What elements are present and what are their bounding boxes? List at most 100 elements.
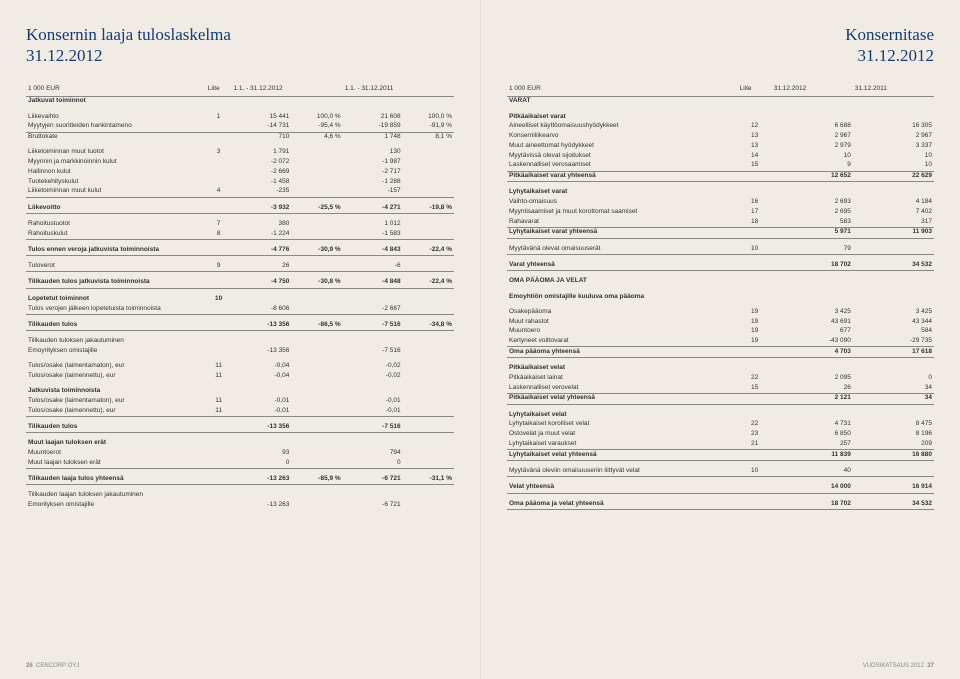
table-row: Tulos/osake (laimennettu), eur11-0,01-0,…	[26, 406, 454, 416]
row-note: 4	[206, 187, 232, 197]
table-row: Lyhytaikaiset varat yhteensä5 97111 903	[507, 227, 934, 238]
row-p1	[291, 485, 342, 501]
row-v1: 2 693	[772, 198, 853, 208]
row-note	[206, 158, 232, 168]
row-v2: -0,01	[343, 396, 403, 406]
row-v1: 2 967	[772, 132, 853, 142]
table-row: Laskennalliset verosaamiset15910	[507, 161, 934, 171]
row-v1: -0,01	[231, 396, 291, 406]
table-row: Emorityksen omistajille-13 263-6 721	[26, 501, 454, 511]
left-company: CENCORP OYJ	[36, 663, 79, 669]
row-label: Muut laajan tuloksen erät	[26, 458, 206, 468]
row-note	[206, 96, 232, 106]
row-v2	[343, 433, 403, 449]
row-note: 17	[738, 207, 772, 217]
row-label: Laskennalliset verosaamiset	[507, 161, 738, 171]
row-v1: -43 090	[772, 337, 853, 347]
row-note	[738, 404, 772, 420]
row-note	[738, 182, 772, 198]
table-row: Ostovelat ja muut velat236 8508 196	[507, 430, 934, 440]
table-row: Varat yhteensä18 70234 532	[507, 254, 934, 270]
row-v2: -1 583	[343, 229, 403, 239]
row-label: Tuotekehityskulut	[26, 177, 206, 187]
row-note	[206, 433, 232, 449]
table-row: Tilikauden laaja tulos yhteensä-13 263-8…	[26, 468, 454, 484]
row-note	[206, 458, 232, 468]
row-v1	[231, 485, 291, 501]
row-p2	[403, 356, 454, 371]
row-v2: -2 717	[343, 167, 403, 177]
row-label: Myytävänä olevat omaisuuserät	[507, 238, 738, 254]
row-label: Varat yhteensä	[507, 254, 738, 270]
row-p1	[291, 158, 342, 168]
table-row: Liikevoitto-3 932-25,5 %-4 271-19,8 %	[26, 197, 454, 213]
row-v2: 2 967	[853, 132, 934, 142]
row-v2: -0,01	[343, 406, 403, 416]
row-p1: -30,8 %	[291, 272, 342, 288]
row-v1: 710	[231, 132, 291, 142]
row-note: 22	[738, 420, 772, 430]
row-p2	[403, 177, 454, 187]
row-v1	[231, 381, 291, 396]
row-v1: 18 702	[772, 254, 853, 270]
row-label: Vaihto-omaisuus	[507, 198, 738, 208]
row-note: 10	[738, 238, 772, 254]
row-label: Pitkäaikaiset varat yhteensä	[507, 171, 738, 182]
row-note	[206, 304, 232, 314]
row-label: Tulos/osake (laimennettu), eur	[26, 371, 206, 381]
row-label: Hallinnon kulut	[26, 167, 206, 177]
row-note	[206, 501, 232, 511]
row-v2: -19 859	[343, 122, 403, 132]
right-page-num: 27	[927, 663, 934, 669]
row-p2: -91,9 %	[403, 122, 454, 132]
row-v1: -13 356	[231, 314, 291, 330]
row-label: Rahoituskulut	[26, 229, 206, 239]
row-p2: 8,1 %	[403, 132, 454, 142]
row-note: 23	[738, 430, 772, 440]
row-label: Pitkäaikaiset lainat	[507, 373, 738, 383]
row-v2: 8 196	[853, 430, 934, 440]
table-row: Konserniliikearvo132 9672 967	[507, 132, 934, 142]
row-v1: 6 850	[772, 430, 853, 440]
row-label: Pitkäaikaiset varat	[507, 107, 738, 122]
row-p2	[403, 406, 454, 416]
row-v2	[343, 96, 403, 106]
row-v2: 0	[853, 373, 934, 383]
row-note	[206, 197, 232, 213]
row-p1	[291, 177, 342, 187]
row-note: 10	[206, 288, 232, 304]
table-row: Myyntisaamiset ja muut korottomat saamis…	[507, 207, 934, 217]
table-row: Muuntoerot93794	[26, 448, 454, 458]
row-v2	[343, 485, 403, 501]
left-page: Konsernin laaja tuloslaskelma 31.12.2012…	[0, 0, 480, 679]
row-label: Tulos/osake (laimentamaton), eur	[26, 356, 206, 371]
row-label: Emoyrityksen omistajille	[26, 346, 206, 356]
row-v1: -14 731	[231, 122, 291, 132]
row-p2	[403, 346, 454, 356]
row-label: Tulos/osake (laimennettu), eur	[26, 406, 206, 416]
row-label: Tulos ennen veroja jatkuvista toiminnois…	[26, 239, 206, 255]
row-p1	[291, 381, 342, 396]
row-v2: -4 271	[343, 197, 403, 213]
row-label: Liiketoiminnan muut kulut	[26, 187, 206, 197]
table-row: Lopetetut toiminnot10	[26, 288, 454, 304]
row-p1: -85,9 %	[291, 468, 342, 484]
row-note	[738, 96, 772, 106]
row-v2: 16 914	[853, 477, 934, 493]
table-row: Tulos/osake (laimentamaton), eur11-0,01-…	[26, 396, 454, 406]
row-v1: 257	[772, 439, 853, 449]
row-label: Muut aineettomat hyödykkeet	[507, 141, 738, 151]
row-v2	[853, 107, 934, 122]
table-row: Jatkuvat toiminnot	[26, 96, 454, 106]
row-note	[738, 287, 772, 302]
table-row: Pitkäaikaiset varat	[507, 107, 934, 122]
r-hdr-liite: Liite	[738, 85, 772, 97]
row-v1: -3 932	[231, 197, 291, 213]
row-label: Tilikauden laaja tulos yhteensä	[26, 468, 206, 484]
table-row: Emoyrityksen omistajille-13 356-7 516	[26, 346, 454, 356]
row-v1: -2 669	[231, 167, 291, 177]
row-label: Lyhytaikaiset velat yhteensä	[507, 450, 738, 461]
row-v2: 10	[853, 161, 934, 171]
row-p1	[291, 448, 342, 458]
left-title-l2: 31.12.2012	[26, 46, 103, 65]
